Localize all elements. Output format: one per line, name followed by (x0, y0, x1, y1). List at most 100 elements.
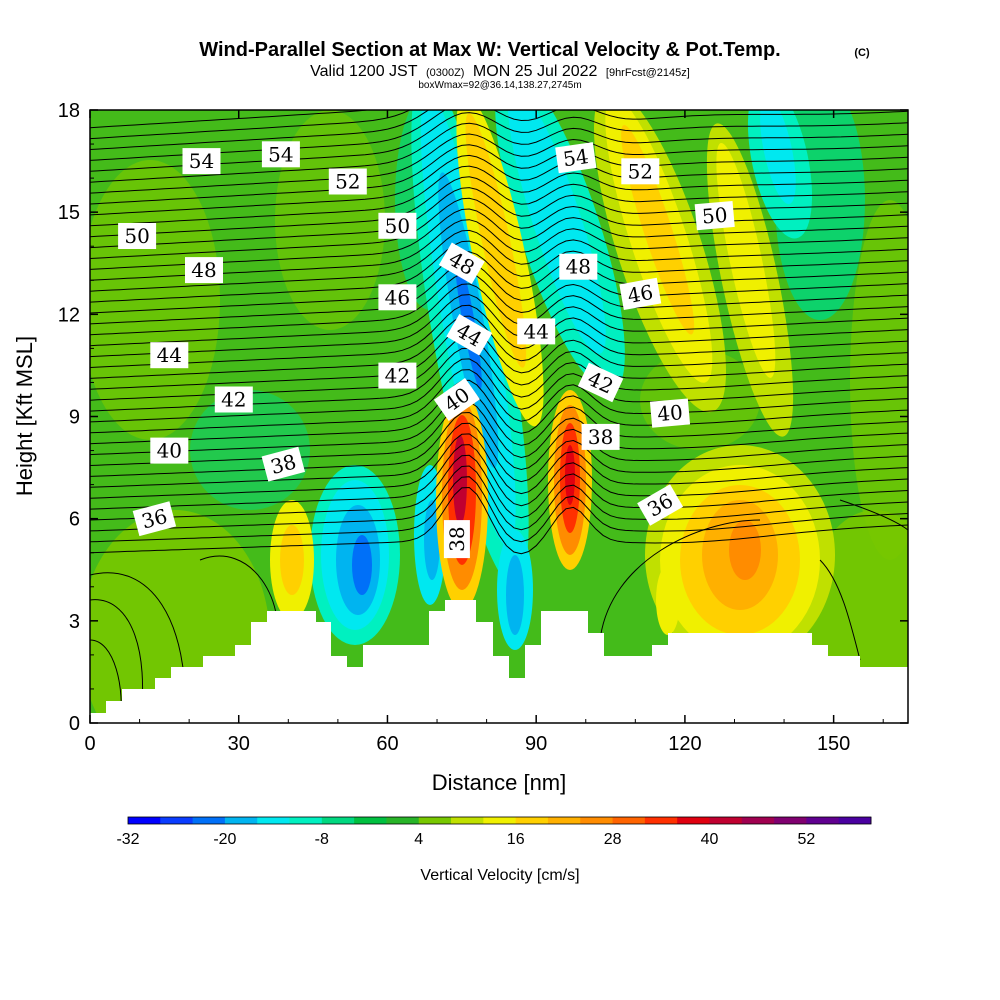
field-region (850, 200, 908, 560)
theta-contour-line (90, 486, 908, 555)
contour-label-text: 50 (124, 224, 149, 248)
theta-contour-line (839, 499, 908, 531)
updraft-cell (280, 525, 304, 595)
contour-label-box (446, 314, 493, 356)
theta-contour-line (90, 379, 908, 445)
colorbar-swatch (806, 817, 840, 824)
theta-contour-line (90, 476, 908, 543)
contour-label-text: 40 (656, 400, 683, 426)
colorbar-swatch (547, 817, 581, 824)
x-tick-label: 0 (84, 733, 95, 755)
chart-title-mark: (C) (854, 47, 870, 59)
subtitle-utc: (0300Z) (426, 67, 465, 79)
colorbar-swatch (483, 817, 517, 824)
contour-label-box (433, 377, 480, 422)
chart-subtitle: Valid 1200 JST (0300Z) MON 25 Jul 2022 [… (310, 63, 690, 80)
potential-temperature-contours (90, 110, 908, 723)
y-tick-label: 6 (69, 509, 80, 531)
contour-label-box (577, 362, 624, 403)
theta-contour-line (90, 154, 908, 216)
theta-contour-line (90, 433, 908, 499)
x-tick-label: 90 (525, 733, 547, 755)
contour-label-text: 48 (566, 255, 591, 279)
streak-cyan (495, 110, 625, 393)
theta-contour-line (90, 326, 908, 390)
x-tick-label: 60 (376, 733, 398, 755)
colorbar-label: -32 (116, 831, 139, 848)
contour-label-box (150, 437, 189, 464)
colorbar-label: -20 (213, 831, 236, 848)
theta-contour-line (90, 444, 908, 510)
theta-contour-line (90, 219, 908, 281)
contour-label-box (328, 168, 367, 195)
theta-contour-line (90, 465, 908, 532)
plume-updraft-aloft-core (465, 113, 527, 368)
contour-label-text: 44 (523, 319, 548, 343)
x-axis-title: Distance [nm] (432, 770, 567, 795)
colorbar-label: 40 (701, 831, 719, 848)
contour-label-box (581, 423, 620, 450)
contour-label-text: 46 (626, 280, 655, 308)
updraft-region-right (729, 520, 761, 580)
theta-contour-line (90, 229, 908, 292)
colorbar-swatch (386, 817, 420, 824)
contour-label-box (517, 318, 556, 345)
colorbar-label: -8 (315, 831, 329, 848)
x-tick-label: 30 (228, 733, 250, 755)
colorbar-swatch (224, 817, 258, 824)
x-axis: 0 30 60 90 120 150 (84, 110, 884, 755)
contour-label-text: 54 (562, 144, 591, 171)
contour-label: 54 (555, 142, 597, 174)
colorbar-swatch (257, 817, 290, 824)
contour-label-box (150, 342, 189, 369)
contour-label-box (182, 148, 221, 175)
contour-label-box (694, 200, 735, 231)
downdraft-cell (352, 535, 372, 595)
colorbar-swatch (838, 817, 872, 824)
contour-label-box (185, 257, 223, 284)
contour-label: 38 (581, 423, 620, 450)
colorbar-swatch (321, 817, 355, 824)
contour-label-text: 44 (157, 343, 182, 367)
y-axis-title: Height [Kft MSL] (12, 336, 37, 496)
contour-label: 48 (559, 253, 598, 280)
contour-label: 36 (132, 501, 177, 537)
colorbar-label: 16 (507, 831, 525, 848)
colorbar-swatch (289, 817, 323, 824)
contour-label-box (621, 158, 660, 185)
updraft-core-75 (453, 435, 467, 525)
theta-contour-line (90, 358, 908, 423)
contour-label-text: 46 (385, 285, 410, 309)
theta-contour-line (90, 197, 908, 259)
x-tick-label: 120 (668, 733, 701, 755)
colorbar-label: 52 (798, 831, 816, 848)
contour-label: 44 (150, 342, 189, 369)
contour-label: 38 (443, 520, 470, 559)
contour-label: 40 (150, 437, 189, 464)
theta-contour-line (90, 110, 411, 140)
contour-label: 42 (214, 386, 253, 413)
contour-label-box (649, 398, 691, 428)
theta-contour-line (90, 187, 908, 249)
contour-label-text: 54 (268, 142, 293, 166)
contour-label-text: 54 (189, 149, 214, 173)
theta-contour-line (90, 122, 908, 183)
chart-title: Wind-Parallel Section at Max W: Vertical… (199, 39, 780, 61)
contour-label: 54 (261, 141, 300, 168)
y-tick-label: 12 (58, 304, 80, 326)
contour-label: 44 (517, 318, 556, 345)
contour-label-box (559, 253, 598, 280)
colorbar-swatch (612, 817, 646, 824)
contour-label-text: 50 (385, 214, 410, 238)
colorbar-swatch (580, 817, 613, 824)
contour-label-box (214, 386, 253, 413)
x-tick-label: 150 (817, 733, 850, 755)
theta-contour-line (819, 559, 861, 661)
streak-cyan-2-core (760, 110, 796, 205)
theta-contour-line (90, 144, 908, 205)
theta-contour-line (90, 112, 908, 172)
colorbar-swatch (515, 817, 549, 824)
theta-contour-line (90, 176, 908, 238)
